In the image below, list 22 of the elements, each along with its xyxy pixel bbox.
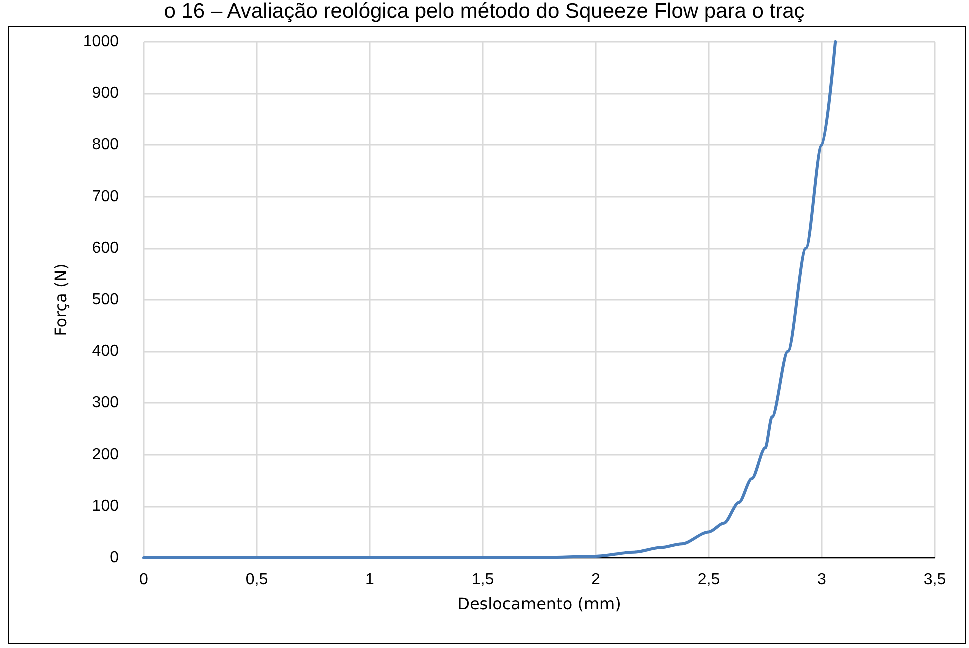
chart-title: o 16 – Avaliação reológica pelo método do Squeeze Flow para o traç [163,0,806,24]
x-tick-label: 0,5 [246,572,268,588]
x-tick-label: 1 [366,572,375,588]
x-tick-label: 3,5 [924,572,946,588]
x-axis-title: Deslocamento (mm) [458,594,622,614]
y-tick-label: 1000 [83,34,120,50]
y-tick-label: 900 [92,85,120,102]
y-tick-label: 100 [92,498,120,515]
y-tick-label: 600 [92,240,120,257]
y-tick-label: 400 [92,343,120,360]
y-tick-label: 200 [92,446,120,464]
y-tick-label: 0 [110,550,120,566]
y-tick-label: 800 [92,136,120,154]
x-tick-label: 3 [818,572,827,588]
y-tick-label: 700 [92,188,120,206]
x-tick-label: 1,5 [472,572,494,588]
x-tick-label: 0 [140,572,149,588]
y-tick-label: 500 [92,292,120,308]
x-tick-label: 2 [592,572,601,588]
y-tick-label: 300 [92,394,120,412]
y-axis-title: Força (N) [52,264,70,336]
x-tick-label: 2,5 [698,572,720,588]
